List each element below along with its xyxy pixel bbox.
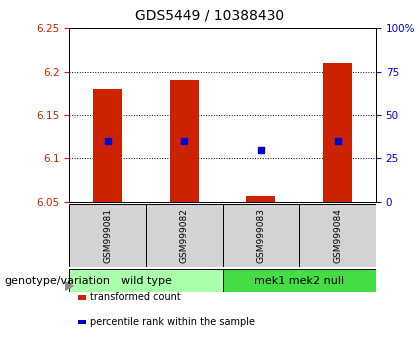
Text: GSM999084: GSM999084 xyxy=(333,208,342,263)
Text: percentile rank within the sample: percentile rank within the sample xyxy=(90,317,255,327)
Text: GSM999082: GSM999082 xyxy=(180,208,189,263)
Text: GDS5449 / 10388430: GDS5449 / 10388430 xyxy=(135,9,285,23)
Bar xyxy=(69,204,146,267)
Bar xyxy=(78,295,86,299)
Bar xyxy=(223,269,376,292)
Text: GSM999081: GSM999081 xyxy=(103,208,112,263)
Text: transformed count: transformed count xyxy=(90,292,181,302)
Text: wild type: wild type xyxy=(121,275,171,286)
Bar xyxy=(170,80,199,202)
Text: mek1 mek2 null: mek1 mek2 null xyxy=(254,275,344,286)
Bar xyxy=(146,204,223,267)
Bar xyxy=(223,204,299,267)
Text: GSM999083: GSM999083 xyxy=(257,208,265,263)
Bar xyxy=(299,204,376,267)
Bar xyxy=(69,269,223,292)
Bar xyxy=(247,196,276,202)
Bar xyxy=(78,320,86,324)
Bar xyxy=(93,89,122,202)
Text: genotype/variation: genotype/variation xyxy=(4,276,110,286)
Polygon shape xyxy=(65,281,74,291)
Bar xyxy=(323,63,352,202)
